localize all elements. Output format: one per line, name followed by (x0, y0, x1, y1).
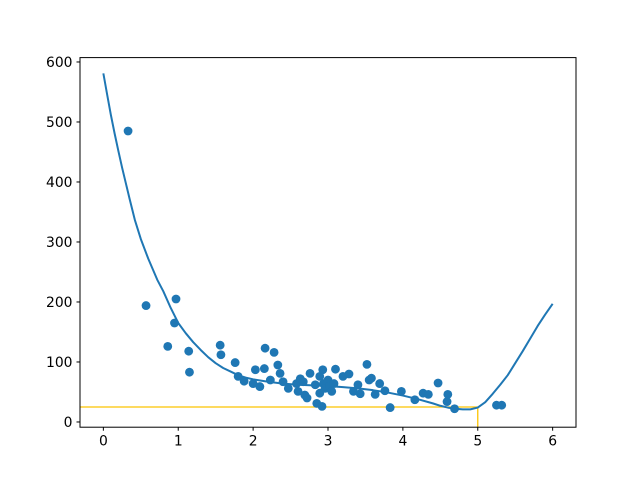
fit-curve-path (102, 73, 554, 411)
scatter-point (215, 340, 225, 350)
scatter-point (265, 375, 275, 385)
scatter-point (163, 341, 173, 351)
y-tick-label: 500 (46, 115, 73, 131)
scatter-point (450, 404, 459, 414)
scatter-point (255, 382, 265, 391)
scatter-point (185, 367, 194, 377)
scatter-point (423, 389, 433, 399)
scatter-point (355, 389, 365, 399)
fit-curve (102, 73, 554, 411)
scatter-point (327, 386, 337, 396)
y-tick-label: 100 (46, 355, 73, 371)
scatter-point (293, 386, 303, 396)
scatter-point (283, 383, 293, 393)
scatter-point (216, 350, 226, 360)
x-tick-label: 5 (473, 434, 482, 450)
scatter-point (315, 371, 325, 381)
scatter-point (367, 373, 376, 383)
scatter-point (141, 301, 151, 310)
scatter-point (248, 379, 258, 388)
x-tick-label: 2 (249, 434, 258, 450)
scatter-point (230, 358, 240, 367)
y-tick-label: 0 (64, 415, 73, 431)
scatter-point (344, 369, 354, 379)
scatter-point (375, 379, 385, 388)
scatter-point (396, 386, 406, 396)
plot-border (79, 57, 577, 428)
scatter-point (443, 389, 453, 399)
scatter-point (298, 377, 308, 387)
scatter-point (318, 365, 328, 375)
scatter-point (385, 403, 395, 412)
x-tick-label: 4 (398, 434, 407, 450)
scatter-point (269, 347, 279, 357)
scatter-point (260, 343, 270, 353)
data-points (123, 126, 507, 414)
scatter-point (380, 386, 390, 396)
scatter-point (305, 368, 315, 378)
x-tick-label: 0 (99, 434, 108, 450)
y-axis: 0 100 200 300 400 500 600 (46, 55, 80, 431)
scatter-point (370, 389, 380, 399)
y-tick-label: 200 (46, 295, 73, 311)
x-tick-label: 6 (548, 434, 557, 450)
scatter-point (239, 376, 249, 386)
scatter-point (170, 318, 179, 328)
y-tick-label: 600 (46, 55, 73, 71)
scatter-point (442, 397, 452, 406)
scatter-point (275, 368, 285, 378)
y-tick-label: 300 (46, 235, 73, 251)
scatter-point (362, 359, 372, 369)
scatter-point (123, 126, 133, 136)
scatter-point (497, 400, 507, 410)
y-tick-label: 400 (46, 175, 73, 191)
scatter-point (184, 346, 194, 356)
x-axis: 0 1 2 3 4 5 6 (99, 427, 557, 450)
scatter-point (331, 364, 340, 374)
scatter-point (250, 365, 260, 375)
x-tick-label: 1 (174, 434, 183, 450)
scatter-point (233, 371, 243, 381)
scatter-point (410, 395, 420, 405)
scatter-point (329, 379, 339, 388)
scatter-point (278, 377, 288, 387)
scatter-point (302, 393, 312, 403)
scatter-point (171, 294, 181, 304)
x-tick-label: 3 (324, 434, 333, 450)
scatter-point (433, 378, 443, 388)
scatter-point (317, 401, 327, 411)
scatter-point (353, 380, 363, 390)
scatter-point (349, 386, 358, 396)
scatter-point (310, 380, 320, 390)
scatter-point (259, 364, 269, 373)
scatter-point (273, 360, 283, 370)
